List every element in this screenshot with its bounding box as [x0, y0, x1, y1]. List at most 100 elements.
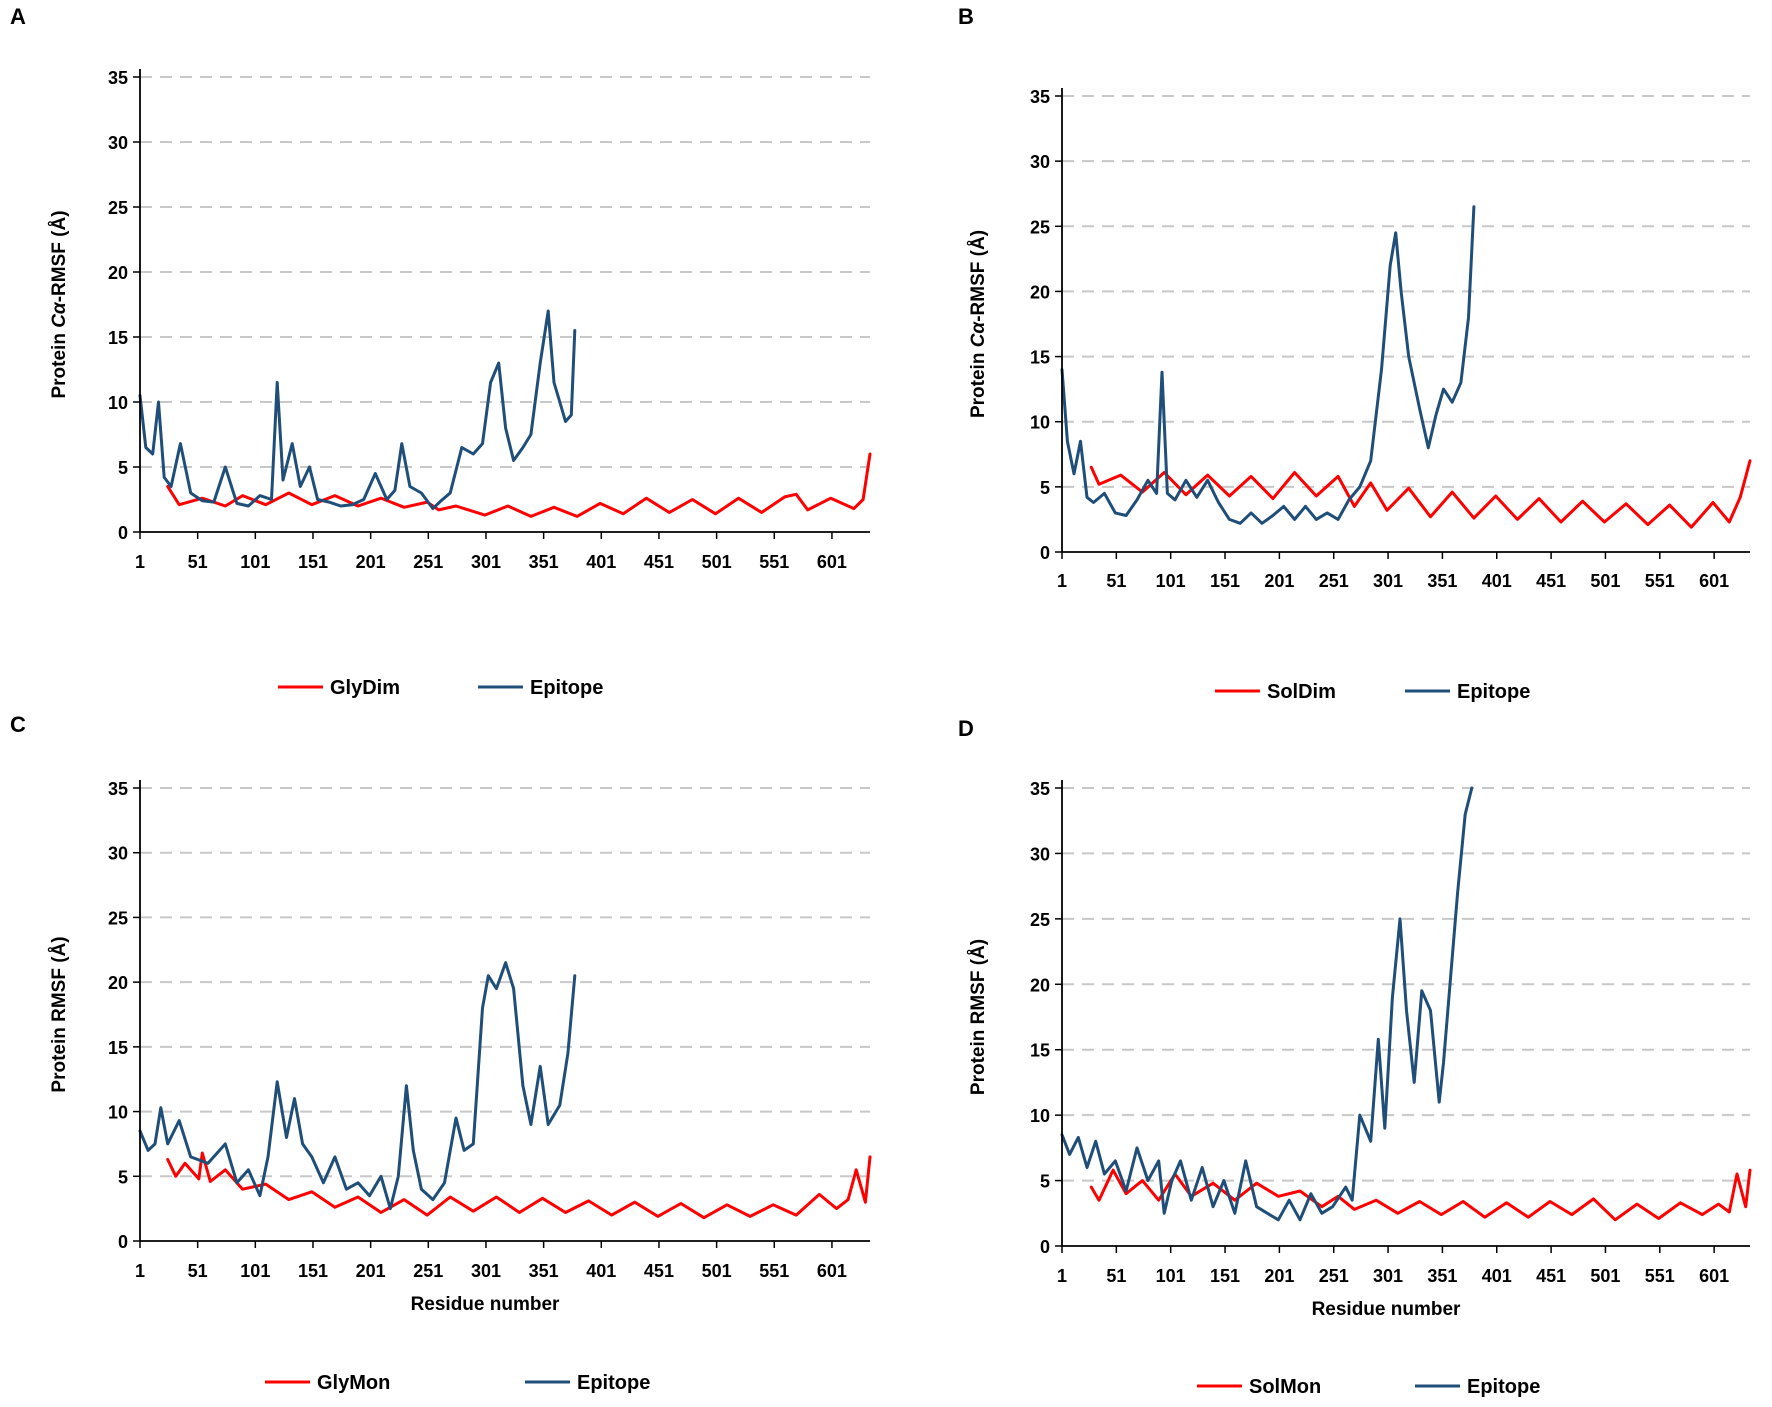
panel-letter-d: D [958, 716, 974, 741]
xtick-label-a-251: 251 [413, 552, 443, 572]
xtick-label-b-501: 501 [1590, 571, 1620, 591]
xtick-label-a-301: 301 [471, 552, 501, 572]
ytick-label-c-25: 25 [108, 908, 128, 928]
series-line-c-glymon [166, 1151, 872, 1220]
xtick-label-d-451: 451 [1536, 1266, 1566, 1286]
xtick-label-c-101: 101 [240, 1261, 270, 1281]
xtick-label-d-151: 151 [1210, 1266, 1240, 1286]
panel-letter-c: C [10, 712, 26, 737]
xtick-label-b-201: 201 [1264, 571, 1294, 591]
y-axis-label-part-a-2: -RMSF (Å) [49, 210, 70, 302]
xtick-label-d-101: 101 [1156, 1266, 1186, 1286]
xtick-label-d-251: 251 [1319, 1266, 1349, 1286]
ytick-label-b-15: 15 [1030, 348, 1050, 368]
ytick-label-a-30: 30 [108, 133, 128, 153]
y-axis-label-part-a-1: Cα [49, 301, 70, 328]
series-line-a-epitope [138, 309, 577, 511]
xtick-label-b-601: 601 [1699, 571, 1729, 591]
xtick-label-c-501: 501 [702, 1261, 732, 1281]
xtick-label-a-401: 401 [586, 552, 616, 572]
ytick-label-a-10: 10 [108, 393, 128, 413]
xtick-label-c-251: 251 [413, 1261, 443, 1281]
y-axis-label-a: Protein Cα-RMSF (Å) [49, 210, 70, 398]
ytick-label-c-30: 30 [108, 844, 128, 864]
xtick-label-d-501: 501 [1590, 1266, 1620, 1286]
ytick-label-c-0: 0 [118, 1232, 128, 1252]
y-axis-label-part-d-0: Protein RMSF (Å) [968, 939, 989, 1095]
xtick-label-c-151: 151 [298, 1261, 328, 1281]
y-axis-label-part-b-1: Cα [968, 321, 989, 348]
ytick-label-c-5: 5 [118, 1167, 128, 1187]
y-axis-label-d: Protein RMSF (Å) [968, 939, 989, 1095]
xtick-label-b-51: 51 [1106, 571, 1126, 591]
series-line-a-glydim [166, 452, 872, 518]
legend-label-c-epitope: Epitope [577, 1372, 650, 1394]
legend-label-a-glydim: GlyDim [330, 677, 400, 699]
x-axis-label-d: Residue number [1312, 1299, 1461, 1320]
series-line-b-epitope [1060, 205, 1476, 525]
xtick-label-b-451: 451 [1536, 571, 1566, 591]
xtick-label-b-101: 101 [1156, 571, 1186, 591]
xtick-label-c-601: 601 [817, 1261, 847, 1281]
ytick-label-c-15: 15 [108, 1038, 128, 1058]
ytick-label-d-10: 10 [1030, 1106, 1050, 1126]
ytick-label-b-10: 10 [1030, 413, 1050, 433]
panel-letter-a: A [10, 4, 26, 29]
xtick-label-b-351: 351 [1427, 571, 1457, 591]
xtick-label-c-351: 351 [529, 1261, 559, 1281]
xtick-label-b-151: 151 [1210, 571, 1240, 591]
ytick-label-b-20: 20 [1030, 282, 1050, 302]
xtick-label-a-201: 201 [356, 552, 386, 572]
ytick-label-d-0: 0 [1040, 1237, 1050, 1257]
ytick-label-d-5: 5 [1040, 1172, 1050, 1192]
panel-letter-b: B [958, 4, 974, 29]
ytick-label-a-25: 25 [108, 198, 128, 218]
xtick-label-d-551: 551 [1645, 1266, 1675, 1286]
xtick-label-c-201: 201 [356, 1261, 386, 1281]
xtick-label-a-51: 51 [188, 552, 208, 572]
xtick-label-a-101: 101 [240, 552, 270, 572]
ytick-label-a-15: 15 [108, 328, 128, 348]
ytick-label-b-35: 35 [1030, 87, 1050, 107]
xtick-label-c-551: 551 [759, 1261, 789, 1281]
xtick-label-d-1: 1 [1057, 1266, 1067, 1286]
y-axis-label-part-a-0: Protein [49, 328, 70, 399]
y-axis-label-part-b-0: Protein [968, 347, 989, 418]
xtick-label-c-301: 301 [471, 1261, 501, 1281]
legend-label-d-epitope: Epitope [1467, 1376, 1540, 1398]
ytick-label-b-5: 5 [1040, 478, 1050, 498]
ytick-label-a-0: 0 [118, 523, 128, 543]
y-axis-label-c: Protein RMSF (Å) [49, 936, 70, 1092]
xtick-label-b-1: 1 [1057, 571, 1067, 591]
ytick-label-d-20: 20 [1030, 975, 1050, 995]
xtick-label-d-51: 51 [1106, 1266, 1126, 1286]
ytick-label-b-30: 30 [1030, 152, 1050, 172]
ytick-label-c-35: 35 [108, 779, 128, 799]
xtick-label-a-501: 501 [702, 552, 732, 572]
xtick-label-c-51: 51 [188, 1261, 208, 1281]
xtick-label-c-451: 451 [644, 1261, 674, 1281]
xtick-label-d-601: 601 [1699, 1266, 1729, 1286]
legend-label-b-soldim: SolDim [1267, 681, 1336, 703]
xtick-label-a-151: 151 [298, 552, 328, 572]
xtick-label-a-551: 551 [759, 552, 789, 572]
xtick-label-c-401: 401 [586, 1261, 616, 1281]
ytick-label-b-0: 0 [1040, 543, 1050, 563]
legend-label-a-epitope: Epitope [530, 677, 603, 699]
xtick-label-a-451: 451 [644, 552, 674, 572]
ytick-label-d-25: 25 [1030, 910, 1050, 930]
xtick-label-d-351: 351 [1427, 1266, 1457, 1286]
ytick-label-a-20: 20 [108, 263, 128, 283]
legend-label-d-solmon: SolMon [1249, 1376, 1321, 1398]
series-line-d-epitope [1060, 786, 1474, 1222]
y-axis-label-part-b-2: -RMSF (Å) [968, 230, 989, 322]
xtick-label-c-1: 1 [135, 1261, 145, 1281]
xtick-label-b-251: 251 [1319, 571, 1349, 591]
ytick-label-a-5: 5 [118, 458, 128, 478]
ytick-label-a-35: 35 [108, 68, 128, 88]
